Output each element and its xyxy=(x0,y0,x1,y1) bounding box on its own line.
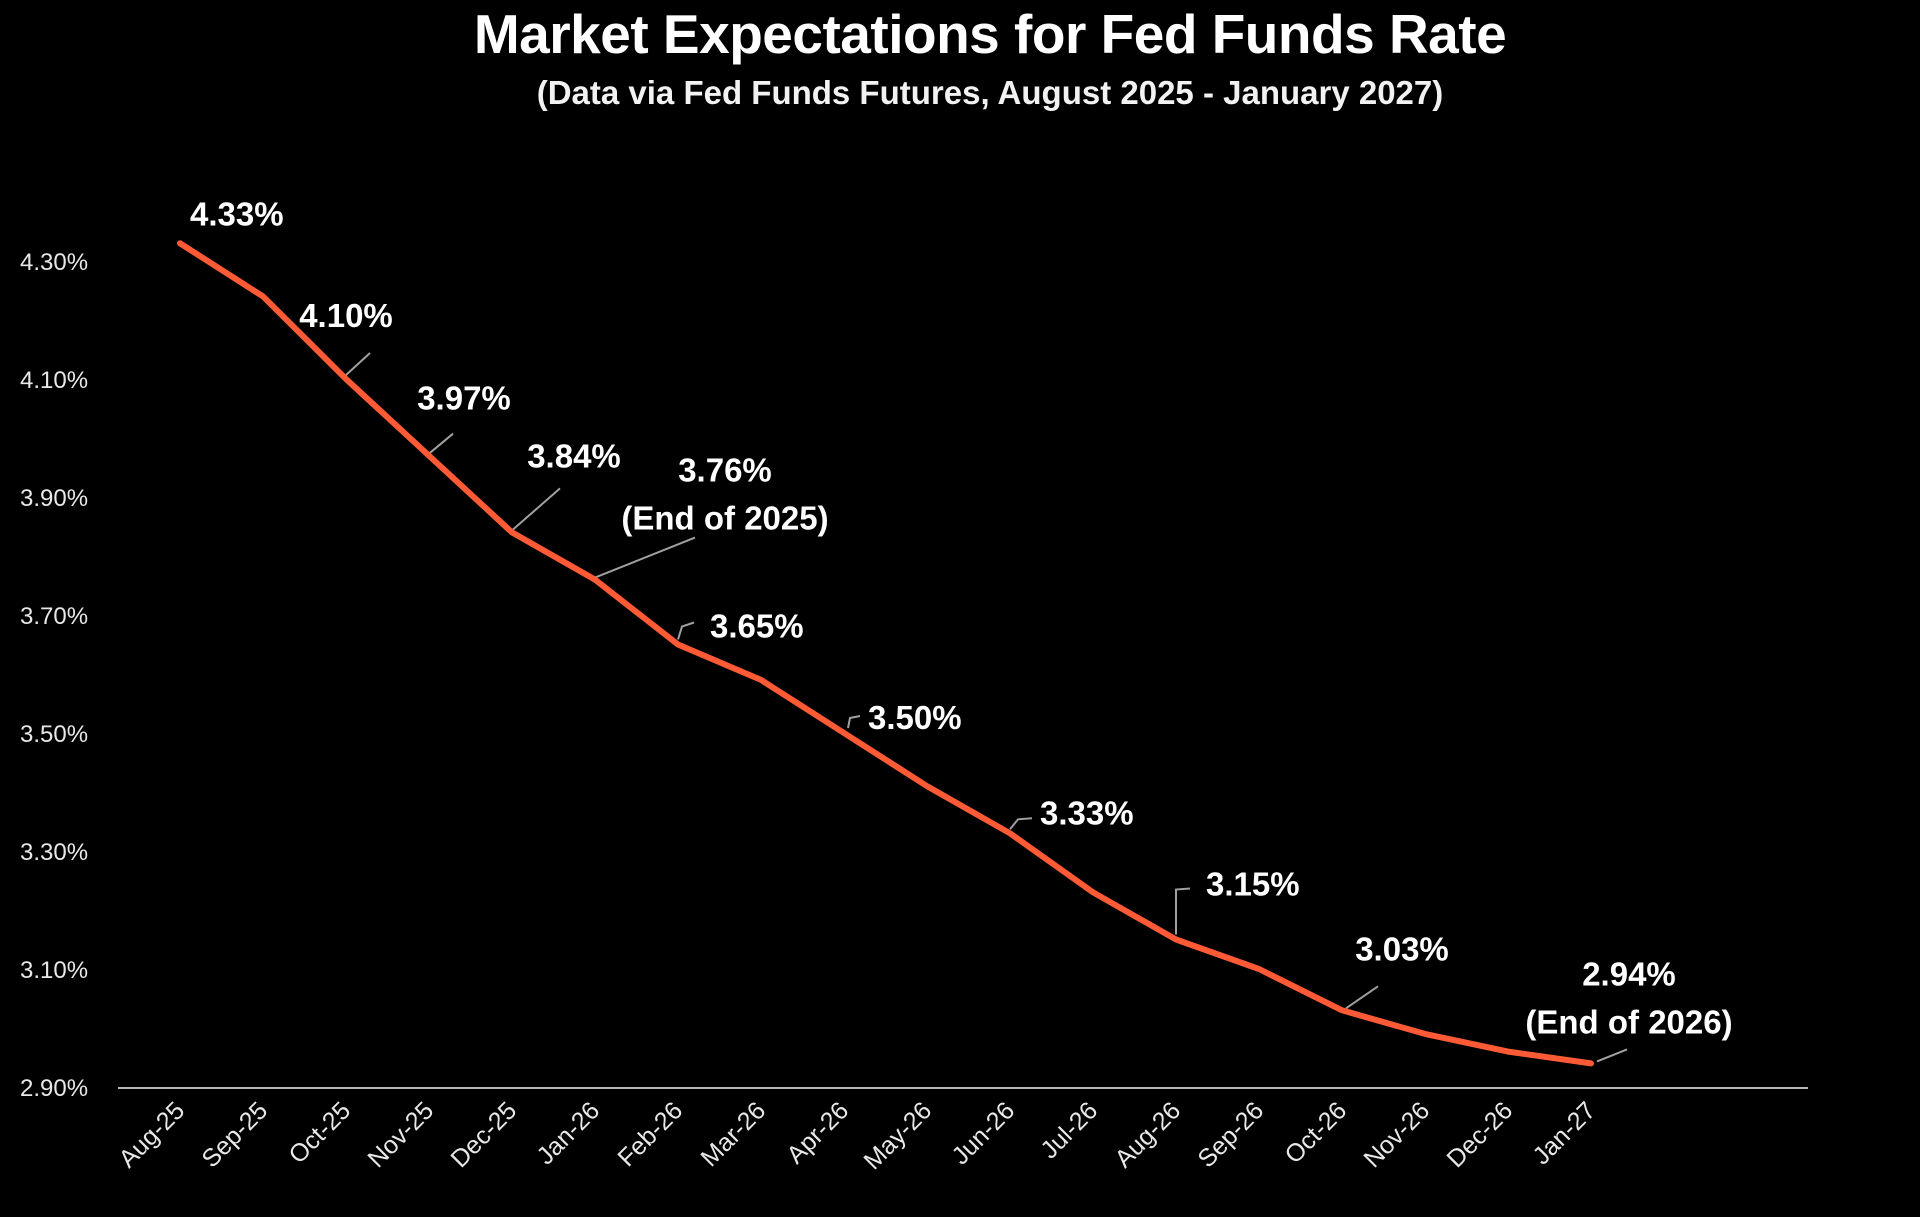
data-label: 4.33% xyxy=(190,195,284,232)
annotation-leader-line xyxy=(1596,1048,1628,1063)
x-tick-label: Jun-26 xyxy=(946,1096,1020,1170)
annotation-leaders xyxy=(345,352,1628,1063)
x-tick-label: Dec-26 xyxy=(1441,1096,1518,1173)
x-tick-label: Sep-25 xyxy=(196,1096,273,1173)
data-label: 3.76% xyxy=(678,452,772,489)
x-tick-label: Apr-26 xyxy=(781,1096,854,1169)
data-label-note: (End of 2026) xyxy=(1525,1003,1732,1040)
data-label: 3.03% xyxy=(1355,930,1449,967)
annotation-leader-line xyxy=(1345,985,1379,1010)
y-tick-label: 3.90% xyxy=(20,485,88,512)
y-tick-label: 4.30% xyxy=(20,249,88,276)
y-tick-label: 3.70% xyxy=(20,603,88,630)
y-tick-label: 4.10% xyxy=(20,367,88,394)
data-labels: 4.33% 4.10% 3.97% 3.84% 3.76% (End of 2025) 3.… xyxy=(190,195,1733,1040)
x-axis: Aug-25 Sep-25 Oct-25 Nov-25 Dec-25 Jan-26 Feb-… xyxy=(113,1096,1601,1175)
x-tick-label: Dec-25 xyxy=(445,1096,522,1173)
x-tick-label: Aug-26 xyxy=(1109,1096,1186,1173)
y-tick-label: 3.50% xyxy=(20,721,88,748)
x-tick-label: Aug-25 xyxy=(113,1096,190,1173)
x-tick-label: May-26 xyxy=(858,1096,937,1175)
annotation-leader-line xyxy=(428,432,454,455)
annotation-leader-line xyxy=(1009,817,1033,830)
chart-title: Market Expectations for Fed Funds Rate xyxy=(473,3,1507,65)
data-label: 3.33% xyxy=(1040,794,1134,831)
x-tick-label: Jul-26 xyxy=(1035,1096,1103,1164)
y-tick-label: 3.30% xyxy=(20,839,88,866)
data-label: 3.97% xyxy=(417,380,511,417)
data-label-note: (End of 2025) xyxy=(621,500,828,537)
series-line xyxy=(177,240,1594,1067)
y-tick-label: 2.90% xyxy=(20,1075,88,1102)
x-tick-label: Feb-26 xyxy=(612,1096,688,1172)
x-tick-label: Mar-26 xyxy=(695,1096,771,1172)
annotation-leader-line xyxy=(345,352,371,376)
annotation-leader-line xyxy=(1175,887,1191,935)
annotation-leader-line xyxy=(847,715,861,729)
data-label: 3.84% xyxy=(527,437,621,474)
x-tick-label: Jan-26 xyxy=(531,1096,605,1170)
x-tick-label: Oct-26 xyxy=(1279,1096,1352,1169)
y-tick-label: 3.10% xyxy=(20,957,88,984)
data-label: 3.65% xyxy=(710,608,804,645)
data-label: 3.15% xyxy=(1206,866,1300,903)
x-tick-label: Nov-25 xyxy=(362,1096,439,1173)
x-tick-label: Jan-27 xyxy=(1527,1096,1601,1170)
data-label: 3.50% xyxy=(868,699,962,736)
data-label: 4.10% xyxy=(299,297,393,334)
x-tick-label: Oct-25 xyxy=(283,1096,356,1169)
annotation-leader-line xyxy=(677,621,695,640)
annotation-leader-line xyxy=(594,536,696,579)
annotation-leader-line xyxy=(511,487,561,532)
chart-subtitle: (Data via Fed Funds Futures, August 2025… xyxy=(536,74,1444,111)
y-axis: 4.30% 4.10% 3.90% 3.70% 3.50% 3.30% 3.10% 2.90% xyxy=(20,249,88,1102)
data-label: 2.94% xyxy=(1582,955,1676,992)
x-tick-label: Nov-26 xyxy=(1358,1096,1435,1173)
x-tick-label: Sep-26 xyxy=(1192,1096,1269,1173)
